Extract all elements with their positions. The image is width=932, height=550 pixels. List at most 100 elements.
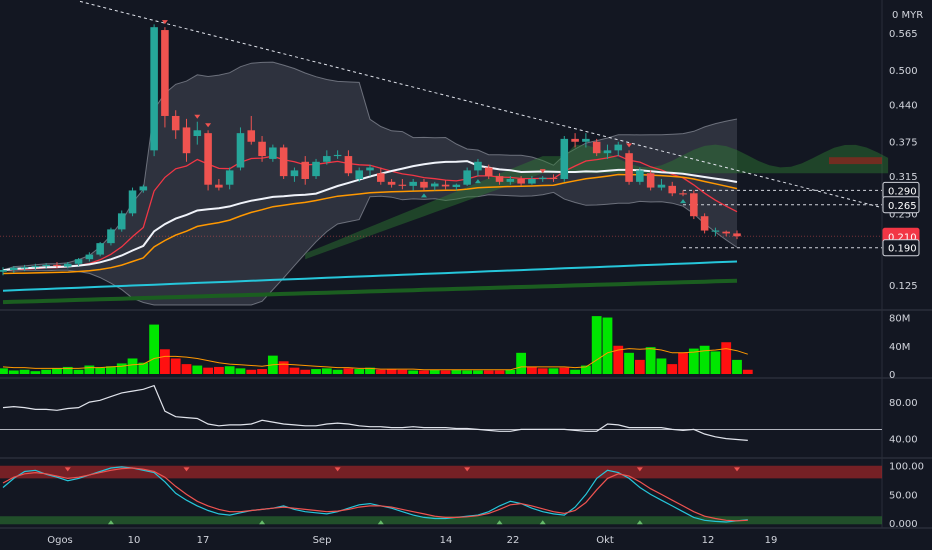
bollinger-lower-line [2, 191, 738, 306]
volume-bar [224, 366, 235, 374]
candle-body [150, 27, 158, 151]
price-tick-label: 0.500 [889, 66, 918, 77]
stoch-sell-arrow-icon [334, 467, 341, 472]
candle-body [236, 133, 245, 168]
price-tick-label: 0.375 [889, 138, 918, 149]
price-tick-label: 0.125 [889, 281, 918, 292]
candle-body [323, 156, 331, 162]
sell-signal-icon [539, 169, 546, 174]
buy-signal-icon [420, 193, 427, 198]
volume-bar [235, 368, 246, 374]
volume-bar [73, 369, 84, 374]
volume-bar [95, 367, 106, 374]
cloud-bearish-segment [829, 157, 882, 165]
candle-body [204, 133, 212, 185]
candle-body [571, 138, 579, 142]
price-tag-label: 0.265 [888, 201, 917, 212]
candle-body [355, 170, 363, 179]
time-axis-label: 10 [128, 535, 141, 546]
volume-bar [62, 366, 73, 374]
time-axis-label: 14 [440, 535, 453, 546]
candle-body [441, 184, 450, 187]
stoch-buy-arrow-icon [377, 520, 384, 525]
volume-bar [311, 369, 321, 374]
sell-signal-icon [626, 143, 633, 148]
volume-bar [580, 365, 591, 374]
volume-bar [634, 359, 645, 374]
candle-body [290, 170, 299, 177]
volume-bar [127, 358, 138, 374]
candle-body [193, 130, 202, 137]
candle-body [549, 177, 558, 179]
stoch-sell-arrow-icon [464, 467, 471, 472]
volume-bar [332, 369, 343, 374]
time-axis-label: 22 [507, 535, 520, 546]
overbought-zone [0, 465, 882, 479]
price-tick-label: 0.315 [889, 172, 918, 183]
time-axis-label: Sep [313, 535, 332, 546]
candle-body [344, 156, 353, 174]
volume-bar [52, 368, 62, 374]
candle-body [366, 167, 374, 171]
volume-bar [19, 369, 30, 374]
time-axis-label: 12 [702, 535, 715, 546]
candle-body [484, 167, 493, 177]
volume-bar [375, 369, 386, 374]
candle-body [625, 153, 633, 182]
volume-bar [160, 349, 170, 374]
volume-bar [537, 368, 548, 374]
sell-signal-icon [194, 114, 201, 119]
stoch-d-line [2, 467, 748, 522]
volume-bar [181, 364, 192, 374]
volume-bar [343, 368, 354, 374]
price-tick-label: 0.565 [889, 29, 918, 40]
volume-bar [742, 369, 753, 374]
time-axis-label: 19 [765, 535, 778, 546]
candle-body [10, 267, 18, 271]
volume-bar [289, 367, 300, 374]
stoch-sell-arrow-icon [636, 467, 643, 472]
candle-body [420, 181, 428, 188]
time-axis-label: 17 [197, 535, 210, 546]
volume-bar [527, 366, 537, 374]
volume-bar [84, 365, 95, 374]
oscillator-tick-label: 40.00 [889, 435, 918, 446]
oscillator-line [2, 384, 748, 441]
volume-bar [149, 324, 160, 374]
volume-bar [106, 366, 116, 374]
price-tag-label: 0.290 [888, 186, 917, 197]
volume-bar [321, 368, 332, 374]
price-tick-label: 0.250 [889, 209, 918, 220]
ma-darkgreen-line [2, 278, 738, 305]
candle-body [42, 264, 50, 267]
ma-white-line [2, 160, 738, 272]
volume-bar [548, 368, 559, 374]
candle-body [107, 229, 115, 244]
price-tick-label: 0.440 [889, 101, 918, 112]
volume-bar [473, 370, 483, 374]
candle-body [733, 233, 741, 237]
candle-body [528, 178, 536, 184]
volume-bar [732, 359, 742, 374]
volume-bar [451, 369, 462, 374]
candle-body [603, 150, 612, 154]
stoch-sell-arrow-icon [734, 467, 740, 472]
candle-body [430, 183, 439, 187]
candle-body [85, 254, 94, 260]
candle-body [161, 30, 169, 116]
price-tag-label: 0.210 [888, 232, 917, 243]
volume-bar [116, 363, 127, 374]
candle-body [506, 178, 515, 182]
volume-bar [354, 369, 365, 374]
volume-tick-label: 80M [889, 314, 910, 325]
volume-bar [419, 370, 429, 374]
volume-bar [483, 370, 494, 374]
volume-bar [462, 370, 473, 374]
sell-signal-icon [205, 123, 212, 128]
price-tag-label: 0.190 [888, 244, 917, 255]
price-tag-box [882, 239, 920, 257]
ma-orange-line [2, 173, 738, 275]
candle-body [20, 267, 29, 269]
candle-body [74, 259, 83, 264]
